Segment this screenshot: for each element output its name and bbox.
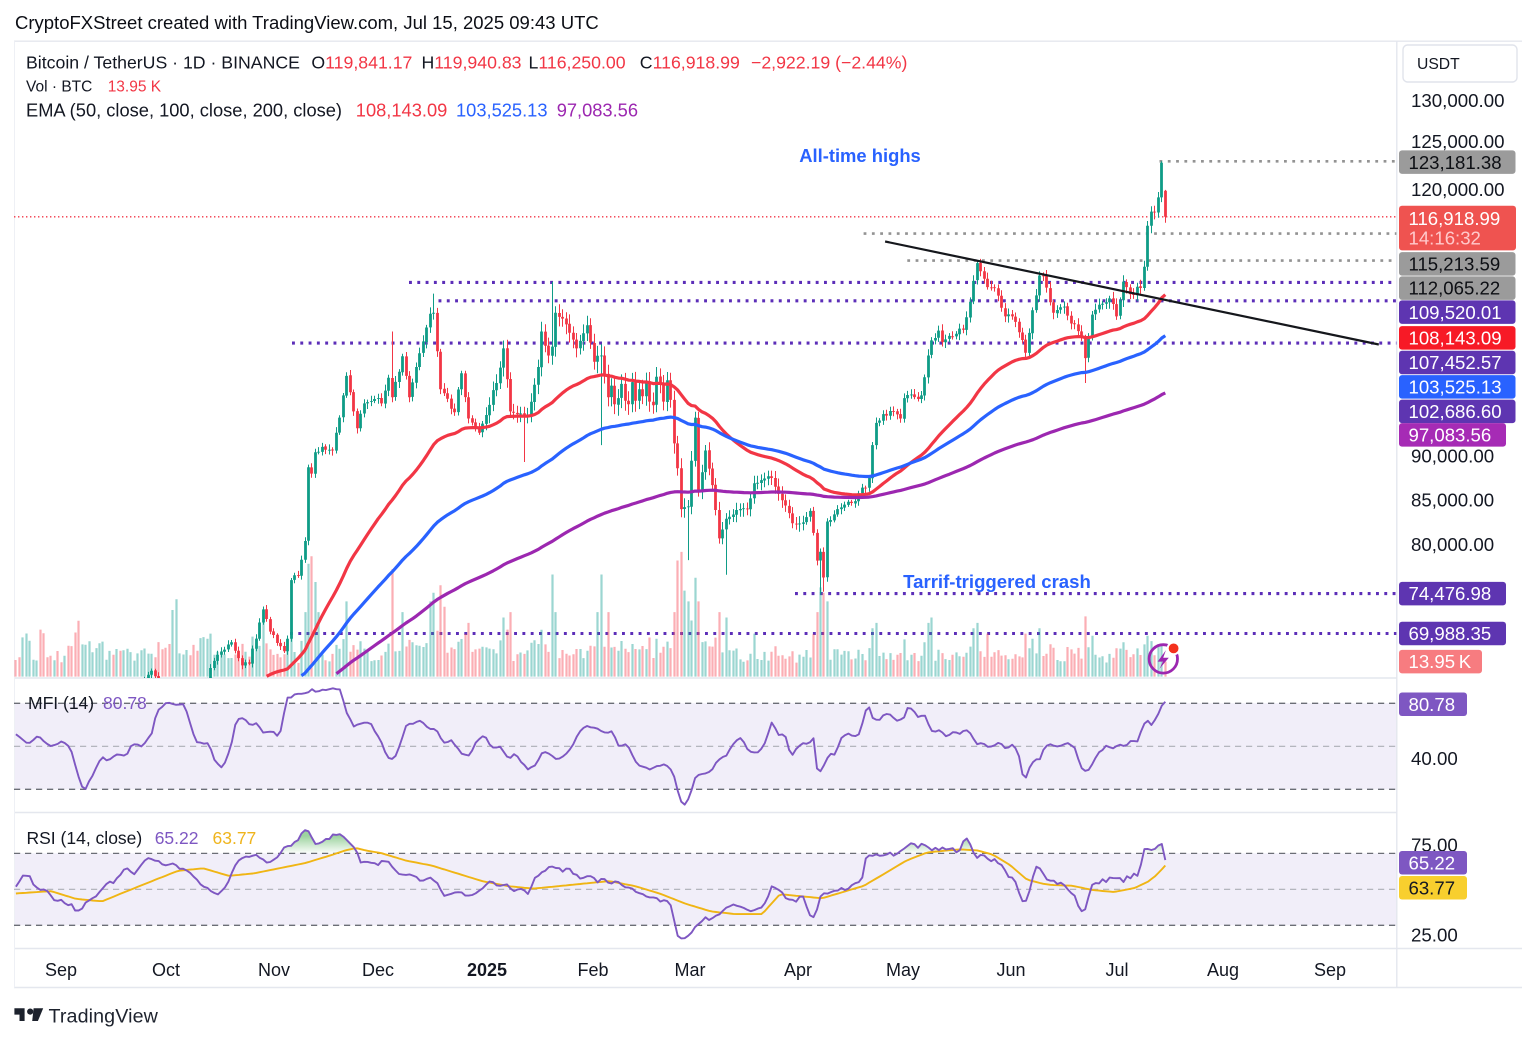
svg-text:USDT: USDT: [1417, 56, 1460, 73]
svg-text:97,083.56: 97,083.56: [1409, 424, 1492, 445]
svg-text:108,143.09: 108,143.09: [1409, 327, 1502, 348]
svg-text:75.00: 75.00: [1411, 835, 1458, 856]
svg-text:Bitcoin / TetherUS · 1D · BINA: Bitcoin / TetherUS · 1D · BINANCE O119,84…: [26, 53, 907, 73]
svg-text:112,065.22: 112,065.22: [1409, 278, 1501, 299]
svg-text:102,686.60: 102,686.60: [1409, 401, 1502, 422]
svg-text:107,452.57: 107,452.57: [1409, 352, 1502, 373]
svg-text:80,000.00: 80,000.00: [1411, 534, 1494, 555]
svg-text:65.22: 65.22: [1409, 852, 1456, 873]
svg-text:125,000.00: 125,000.00: [1411, 131, 1505, 152]
svg-text:All-time highs: All-time highs: [799, 145, 921, 166]
svg-text:EMA (50, close, 100, close, 20: EMA (50, close, 100, close, 200, close) 1…: [26, 100, 638, 121]
svg-text:63.77: 63.77: [1409, 877, 1456, 898]
svg-text:74,476.98: 74,476.98: [1409, 583, 1492, 604]
svg-text:CryptoFXStreet created with Tr: CryptoFXStreet created with TradingView.…: [15, 12, 599, 33]
svg-text:130,000.00: 130,000.00: [1411, 90, 1505, 111]
svg-text:120,000.00: 120,000.00: [1411, 179, 1505, 200]
svg-text:115,213.59: 115,213.59: [1409, 253, 1501, 274]
svg-text:13.95 K: 13.95 K: [1409, 651, 1472, 672]
svg-text:85,000.00: 85,000.00: [1411, 490, 1494, 511]
svg-text:116,918.99: 116,918.99: [1409, 208, 1501, 229]
svg-text:TradingView: TradingView: [49, 1006, 159, 1028]
svg-text:80.78: 80.78: [1409, 694, 1456, 715]
svg-text:123,181.38: 123,181.38: [1409, 152, 1502, 173]
svg-text:Tarrif-triggered crash: Tarrif-triggered crash: [903, 571, 1091, 592]
svg-text:MFI (14)80.78: MFI (14) 80.78: [28, 693, 147, 713]
svg-text:103,525.13: 103,525.13: [1409, 376, 1502, 397]
svg-text:25.00: 25.00: [1411, 925, 1458, 946]
svg-text:69,988.35: 69,988.35: [1409, 623, 1492, 644]
svg-text:90,000.00: 90,000.00: [1411, 445, 1494, 466]
svg-text:109,520.01: 109,520.01: [1409, 302, 1502, 323]
svg-text:40.00: 40.00: [1411, 748, 1458, 769]
svg-text:14:16:32: 14:16:32: [1409, 227, 1481, 248]
